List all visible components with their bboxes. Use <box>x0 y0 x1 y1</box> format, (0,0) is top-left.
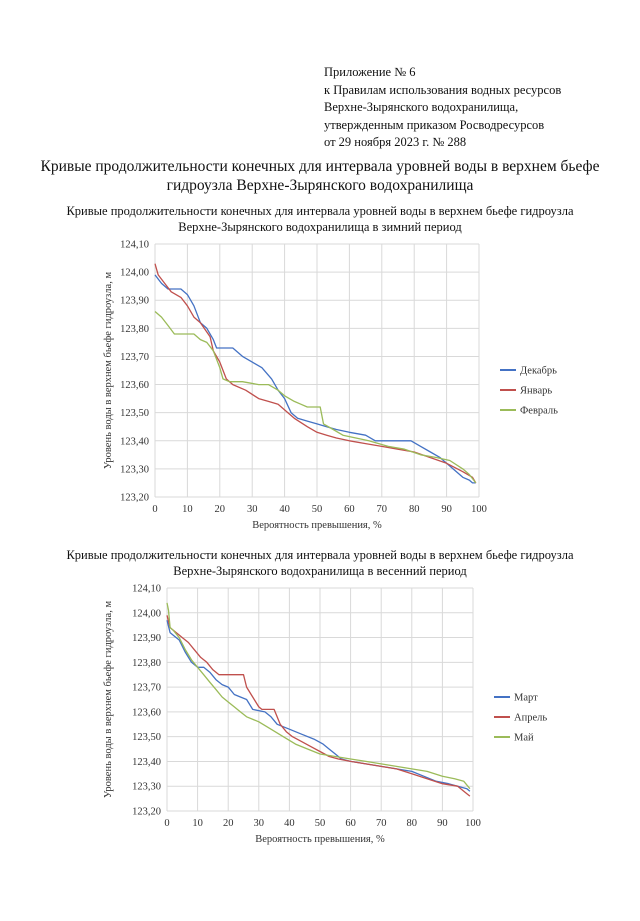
winter-chart: 123,20 123,30 123,40 123,50 123,60 123,70 123,… <box>103 240 558 532</box>
spring-y-tick-label: 123,50 <box>132 732 161 743</box>
spring-x-tick-label: 40 <box>284 818 295 829</box>
winter-y-tick-label: 123,70 <box>120 352 149 363</box>
winter-chart-title: Кривые продолжительности конечных для ин… <box>20 203 620 235</box>
spring-chart: 123,20 123,30 123,40 123,50 123,60 123,70 123,… <box>103 584 547 846</box>
spring-y-tick-label: 123,90 <box>132 633 161 644</box>
winter-x-tick-label: 80 <box>409 504 420 515</box>
spring-legend-label: Май <box>514 733 534 744</box>
spring-series-line-3 <box>166 602 471 790</box>
spring-series-line-1 <box>166 620 471 792</box>
winter-y-tick-label: 123,50 <box>120 408 149 419</box>
winter-y-tick-label: 123,60 <box>120 380 149 391</box>
annex-number: Приложение № 6 <box>324 65 416 79</box>
spring-series-line-2 <box>166 615 471 797</box>
spring-x-tick-label: 30 <box>254 818 265 829</box>
spring-x-tick-label: 70 <box>376 818 387 829</box>
annex-line-rules: к Правилам использования водных ресурсов <box>324 82 562 97</box>
spring-y-tick-label: 123,80 <box>132 658 161 669</box>
winter-x-tick-label: 20 <box>215 504 226 515</box>
spring-y-tick-label: 123,30 <box>132 782 161 793</box>
spring-chart-title: Кривые продолжительности конечных для ин… <box>20 547 620 579</box>
spring-x-axis-label: Вероятность превышения, % <box>255 834 385 845</box>
document-title: Кривые продолжительности конечных для ин… <box>20 157 620 195</box>
winter-x-tick-label: 30 <box>247 504 258 515</box>
document-title-line2: гидроузла Верхне-Зырянского водохранилищ… <box>166 177 474 194</box>
spring-y-tick-label: 124,10 <box>132 584 161 595</box>
spring-x-tick-label: 10 <box>192 818 203 829</box>
spring-x-tick-label: 60 <box>345 818 356 829</box>
spring-chart-title-line2: Верхне-Зырянского водохранилища в весенн… <box>173 564 467 578</box>
spring-x-tick-label: 90 <box>437 818 448 829</box>
winter-legend-label: Январь <box>520 386 552 397</box>
annex-line-reservoir: Верхне-Зырянского водохранилища, <box>324 100 519 114</box>
winter-x-tick-label: 60 <box>344 504 355 515</box>
winter-x-tick-label: 0 <box>152 504 157 515</box>
winter-y-tick-label: 123,90 <box>120 296 149 307</box>
spring-x-tick-label: 80 <box>407 818 418 829</box>
winter-x-axis-label: Вероятность превышения, % <box>252 520 382 531</box>
winter-x-tick-label: 40 <box>279 504 290 515</box>
winter-y-tick-label: 123,80 <box>120 324 149 335</box>
winter-chart-title-line1: Кривые продолжительности конечных для ин… <box>66 204 574 218</box>
annex-line-date: от 29 ноября 2023 г. № 288 <box>324 135 467 149</box>
winter-legend-label: Декабрь <box>520 366 557 377</box>
winter-x-tick-label: 70 <box>377 504 388 515</box>
winter-series-line-1 <box>154 274 476 484</box>
spring-y-tick-label: 123,60 <box>132 707 161 718</box>
winter-x-tick-label: 50 <box>312 504 323 515</box>
winter-x-tick-label: 10 <box>182 504 193 515</box>
winter-series-line-3 <box>154 311 477 484</box>
winter-x-tick-label: 90 <box>441 504 452 515</box>
spring-y-tick-label: 123,20 <box>132 807 161 818</box>
winter-y-tick-label: 123,30 <box>120 464 149 475</box>
winter-y-tick-label: 124,10 <box>120 240 149 251</box>
spring-legend-label: Апрель <box>514 713 547 724</box>
spring-x-tick-label: 20 <box>223 818 234 829</box>
winter-y-tick-label: 123,20 <box>120 493 149 504</box>
winter-y-axis-label: Уровень воды в верхнем бьефе гидроузла, … <box>103 272 114 470</box>
spring-y-axis-label: Уровень воды в верхнем бьефе гидроузла, … <box>103 601 114 799</box>
spring-x-tick-label: 50 <box>315 818 326 829</box>
winter-x-tick-label: 100 <box>471 504 487 515</box>
annex-header: Приложение № 6 к Правилам использования … <box>324 64 561 152</box>
spring-y-tick-label: 123,70 <box>132 683 161 694</box>
spring-y-tick-label: 124,00 <box>132 608 161 619</box>
winter-y-tick-label: 124,00 <box>120 268 149 279</box>
spring-x-tick-label: 100 <box>465 818 481 829</box>
winter-chart-title-line2: Верхне-Зырянского водохранилища в зимний… <box>178 220 462 234</box>
spring-legend-label: Март <box>514 693 538 704</box>
winter-y-tick-label: 123,40 <box>120 436 149 447</box>
winter-legend-label: Февраль <box>520 406 558 417</box>
spring-x-tick-label: 0 <box>164 818 169 829</box>
annex-line-order: утвержденным приказом Росводресурсов <box>324 117 545 132</box>
spring-chart-title-line1: Кривые продолжительности конечных для ин… <box>66 548 574 562</box>
spring-y-tick-label: 123,40 <box>132 757 161 768</box>
document-title-line1: Кривые продолжительности конечных для ин… <box>40 158 600 175</box>
